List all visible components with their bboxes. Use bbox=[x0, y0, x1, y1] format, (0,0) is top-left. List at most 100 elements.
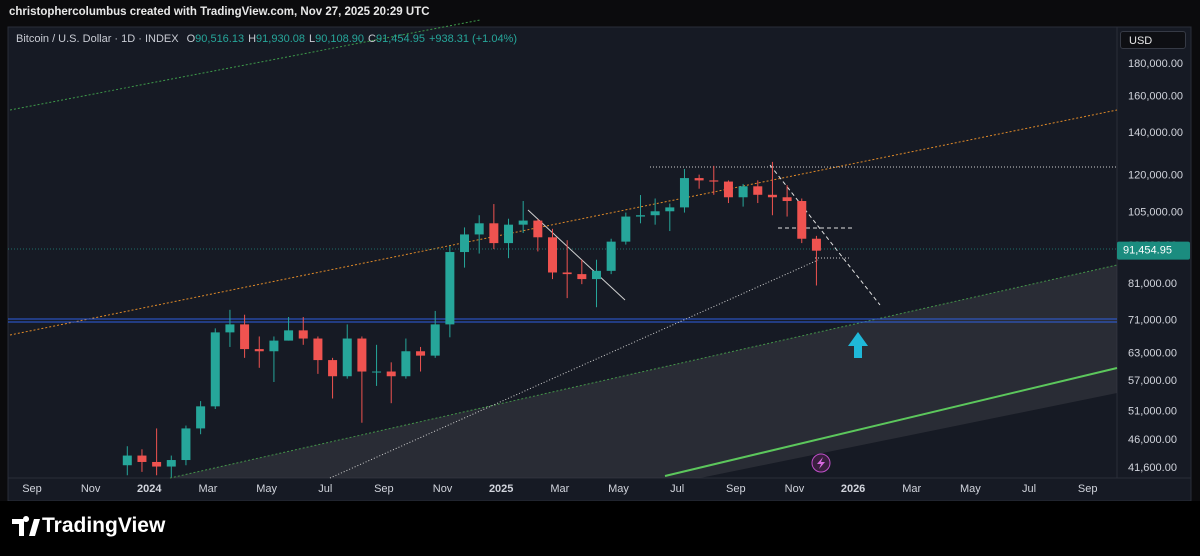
candle-body bbox=[137, 455, 147, 462]
y-tick-label: 41,600.00 bbox=[1128, 462, 1177, 474]
candle-body bbox=[797, 201, 807, 239]
channel-lower bbox=[664, 367, 1118, 477]
candle-body bbox=[460, 234, 470, 253]
legend-value: 90,516.13 bbox=[195, 33, 245, 45]
candle-body bbox=[284, 330, 294, 341]
brand-logo bbox=[12, 516, 40, 536]
y-tick-label: 51,000.00 bbox=[1128, 406, 1177, 418]
x-tick-label: Nov bbox=[433, 483, 453, 495]
candle-body bbox=[635, 215, 645, 217]
currency-button[interactable]: USD bbox=[1120, 31, 1186, 49]
candle-body bbox=[753, 186, 763, 195]
candle-body bbox=[504, 224, 514, 244]
candle-body bbox=[166, 460, 176, 467]
x-tick-label: Jul bbox=[670, 483, 684, 495]
candle-body bbox=[548, 237, 558, 273]
x-tick-label: May bbox=[960, 483, 981, 495]
candle-body bbox=[430, 324, 440, 356]
candle-body bbox=[445, 252, 455, 325]
x-tick-label: May bbox=[608, 483, 629, 495]
header: christophercolumbus created with Trading… bbox=[9, 6, 430, 18]
y-tick-label: 160,000.00 bbox=[1128, 90, 1183, 102]
x-tick-label: 2025 bbox=[489, 483, 513, 495]
candle-body bbox=[679, 178, 689, 208]
trend-line bbox=[527, 209, 626, 301]
x-tick-label: Jul bbox=[1022, 483, 1036, 495]
y-tick-label: 71,000.00 bbox=[1128, 314, 1177, 326]
x-tick-label: Sep bbox=[726, 483, 746, 495]
x-tick-label: Jul bbox=[318, 483, 332, 495]
brand: TradingView bbox=[42, 514, 166, 537]
candle-body bbox=[738, 186, 748, 198]
change: +938.31 (+1.04%) bbox=[428, 33, 518, 45]
legend-key: C bbox=[368, 33, 376, 45]
candle-body bbox=[269, 340, 279, 352]
x-tick-label: May bbox=[256, 483, 277, 495]
x-tick-label: Mar bbox=[550, 483, 569, 495]
y-tick-label: 105,000.00 bbox=[1128, 206, 1183, 218]
candle-body bbox=[518, 220, 528, 225]
candle-body bbox=[723, 181, 733, 198]
candle-body bbox=[621, 216, 631, 242]
legend-value: 91,454.95 bbox=[376, 33, 425, 45]
candle-body bbox=[196, 406, 206, 429]
candle-body bbox=[489, 223, 499, 244]
candle-body bbox=[694, 178, 704, 181]
candle-body bbox=[606, 241, 616, 271]
x-tick-label: 2024 bbox=[137, 483, 162, 495]
candle-body bbox=[298, 330, 308, 339]
orange-trend bbox=[9, 109, 1118, 336]
candle-body bbox=[386, 371, 396, 377]
candle-body bbox=[709, 180, 719, 182]
candle-body bbox=[782, 197, 792, 202]
price-tag-label: 91,454.95 bbox=[1123, 245, 1172, 257]
x-tick-label: Sep bbox=[1078, 483, 1098, 495]
candle-body bbox=[372, 371, 382, 373]
y-tick-label: 180,000.00 bbox=[1128, 58, 1183, 70]
footer-bg bbox=[0, 501, 1200, 556]
x-tick-label: 2026 bbox=[841, 483, 865, 495]
candle-body bbox=[357, 338, 367, 372]
candle-body bbox=[328, 360, 338, 377]
legend-value: 90,108.90 bbox=[315, 33, 365, 45]
legend-values: O90,516.13 H91,930.08 L90,108.90 C91,454.95 bbox=[187, 33, 429, 45]
legend-key: O bbox=[186, 33, 196, 45]
y-tick-label: 81,000.00 bbox=[1128, 278, 1177, 290]
price-tag bbox=[1117, 241, 1190, 260]
arrow-up bbox=[848, 332, 868, 358]
x-tick-label: Mar bbox=[902, 483, 921, 495]
legend-value: 91,930.08 bbox=[256, 33, 305, 45]
candle-body bbox=[665, 207, 675, 212]
y-tick-label: 140,000.00 bbox=[1128, 127, 1183, 139]
y-tick-label: 57,000.00 bbox=[1128, 375, 1177, 387]
legend-key: L bbox=[308, 33, 316, 45]
candle-body bbox=[474, 223, 484, 235]
x-tick-label: Nov bbox=[81, 483, 101, 495]
candle-body bbox=[122, 455, 132, 466]
candle-body bbox=[313, 338, 323, 361]
candle-body bbox=[767, 194, 777, 198]
legend: Bitcoin / U.S. Dollar · 1D · INDEX O90,51… bbox=[16, 33, 521, 45]
candle-body bbox=[181, 428, 191, 461]
candle-body bbox=[811, 238, 821, 251]
candle-body bbox=[577, 274, 587, 280]
y-tick-label: 46,000.00 bbox=[1128, 434, 1177, 446]
candle-body bbox=[225, 324, 235, 333]
y-tick-label: 120,000.00 bbox=[1128, 170, 1183, 182]
candle-body bbox=[152, 461, 162, 467]
y-tick-label: 63,000.00 bbox=[1128, 347, 1177, 359]
channel-upper bbox=[169, 264, 1118, 479]
candle-body bbox=[210, 332, 220, 407]
x-tick-label: Sep bbox=[374, 483, 394, 495]
x-tick-label: Mar bbox=[198, 483, 217, 495]
candle-body bbox=[533, 220, 543, 238]
legend-key: H bbox=[248, 33, 257, 45]
white-trend bbox=[329, 259, 819, 479]
x-tick-label: Sep bbox=[22, 483, 42, 495]
candle-body bbox=[342, 338, 352, 377]
candle-body bbox=[401, 351, 411, 377]
candle-body bbox=[240, 324, 250, 350]
candle-body bbox=[650, 211, 660, 216]
